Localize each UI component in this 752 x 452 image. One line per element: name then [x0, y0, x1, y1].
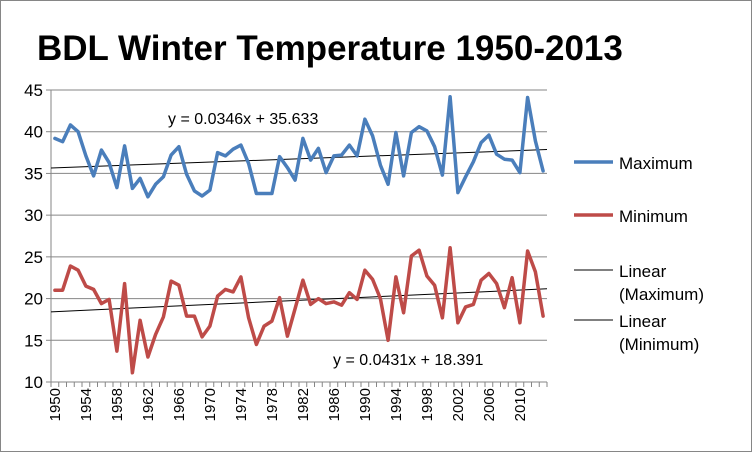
y-tick-label-15: 15: [24, 331, 43, 350]
x-tick-label-1998: 1998: [419, 388, 436, 421]
x-tick-label-1958: 1958: [109, 388, 126, 421]
y-tick-label-25: 25: [24, 248, 43, 267]
legend: Maximum Minimum Linear (Maximum) Linear (Mini…: [574, 154, 704, 354]
y-tick-label-20: 20: [24, 290, 43, 309]
x-tick-label-1978: 1978: [264, 388, 281, 421]
x-tick-label-1990: 1990: [357, 388, 374, 421]
x-tick-label-1994: 1994: [388, 388, 405, 421]
x-tick-label-1954: 1954: [78, 388, 95, 421]
y-tick-label-40: 40: [24, 123, 43, 142]
legend-label-minimum: Minimum: [619, 207, 688, 226]
x-tick-label-2006: 2006: [481, 388, 498, 421]
y-tick-label-35: 35: [24, 164, 43, 183]
y-tick-label-45: 45: [24, 81, 43, 100]
y-tick-label-30: 30: [24, 206, 43, 225]
x-tick-label-1950: 1950: [47, 388, 64, 421]
series-line-maximum: [53, 94, 545, 199]
legend-label-linear-maximum: Linear (Maximum): [619, 262, 704, 304]
series-line-minimum: [53, 245, 545, 375]
x-tick-label-1982: 1982: [295, 388, 312, 421]
x-tick-label-2010: 2010: [512, 388, 529, 421]
x-tick-label-1970: 1970: [202, 388, 219, 421]
x-tick-label-1974: 1974: [233, 388, 250, 421]
trendline-min-equation: y = 0.0431x + 18.391: [333, 352, 483, 369]
x-tick-label-1986: 1986: [326, 388, 343, 421]
x-tick-label-1966: 1966: [171, 388, 188, 421]
y-tick-label-10: 10: [24, 373, 43, 392]
x-tick-label-1962: 1962: [140, 388, 157, 421]
legend-label-linear-minimum: Linear (Minimum): [619, 312, 699, 354]
trendline-max-equation: y = 0.0346x + 35.633: [168, 111, 318, 128]
legend-label-maximum: Maximum: [619, 154, 693, 173]
chart-title: BDL Winter Temperature 1950-2013: [37, 29, 623, 68]
x-tick-label-2002: 2002: [450, 388, 467, 421]
